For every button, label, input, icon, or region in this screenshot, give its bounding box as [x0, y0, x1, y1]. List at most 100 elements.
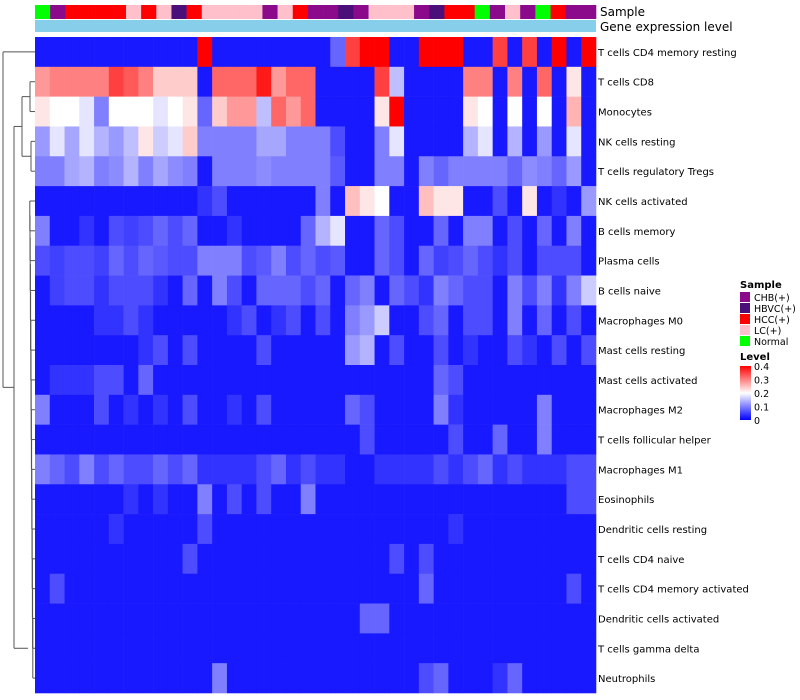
heatmap-cell	[581, 335, 597, 366]
row-label: Mast cells activated	[598, 376, 697, 387]
heatmap-cell	[507, 335, 523, 366]
heatmap-cell	[153, 663, 169, 694]
heatmap-cell	[271, 514, 287, 545]
heatmap-cell	[256, 335, 272, 366]
heatmap-cell	[94, 514, 110, 545]
heatmap-cell	[64, 543, 80, 575]
heatmap-cell	[536, 275, 553, 306]
heatmap-cell	[167, 305, 183, 336]
heatmap-cell	[315, 633, 331, 664]
heatmap-cell	[536, 663, 553, 694]
heatmap-cell	[492, 633, 508, 664]
sample-annotation-cell	[535, 5, 551, 19]
heatmap-cell	[581, 186, 597, 217]
heatmap-cell	[285, 96, 302, 127]
heatmap-cell	[285, 305, 302, 336]
heatmap-cell	[581, 573, 597, 604]
heatmap-cell	[285, 424, 302, 455]
heatmap-cell	[197, 305, 213, 336]
heatmap-cell	[463, 514, 479, 545]
heatmap-cells	[35, 37, 597, 694]
heatmap-cell	[315, 663, 331, 694]
heatmap-cell	[285, 245, 302, 276]
heatmap-cell	[315, 394, 331, 425]
heatmap-cell	[566, 66, 582, 97]
heatmap-cell	[581, 126, 597, 157]
heatmap-cell	[418, 186, 434, 217]
heatmap-cell	[315, 484, 331, 515]
heatmap-cell	[418, 245, 434, 276]
heatmap-cell	[35, 126, 51, 157]
heatmap-cell	[226, 514, 242, 545]
heatmap-cell	[167, 365, 183, 396]
heatmap-cell	[315, 156, 331, 187]
heatmap-cell	[448, 573, 464, 604]
heatmap-cell	[551, 156, 567, 187]
heatmap-cell	[448, 484, 464, 515]
heatmap-cell	[566, 96, 582, 127]
heatmap-cell	[522, 424, 538, 455]
heatmap-cell	[522, 305, 538, 336]
heatmap-cell	[374, 394, 390, 425]
legend-level-tick: 0	[754, 416, 760, 427]
heatmap-cell	[374, 245, 390, 276]
heatmap-cell	[492, 573, 508, 604]
heatmap-cell	[374, 603, 390, 634]
heatmap-cell	[123, 156, 139, 187]
heatmap-cell	[167, 603, 183, 634]
heatmap-cell	[374, 543, 390, 575]
heatmap-cell	[285, 633, 302, 664]
heatmap-cell	[477, 66, 493, 97]
heatmap-cell	[167, 484, 183, 515]
heatmap-cell	[581, 454, 597, 485]
heatmap-cell	[212, 394, 228, 425]
heatmap-cell	[330, 543, 346, 575]
heatmap-cell	[492, 365, 508, 396]
heatmap-cell	[315, 424, 331, 455]
heatmap-cell	[212, 633, 228, 664]
heatmap-cell	[536, 543, 553, 575]
heatmap-cell	[64, 126, 80, 157]
heatmap-cell	[167, 514, 183, 545]
heatmap-cell	[108, 663, 124, 694]
heatmap-cell	[300, 424, 316, 455]
heatmap-cell	[49, 245, 65, 276]
heatmap-cell	[418, 424, 434, 455]
heatmap-cell	[404, 126, 420, 157]
heatmap-cell	[551, 126, 567, 157]
heatmap-cell	[271, 215, 287, 247]
heatmap-cell	[167, 394, 183, 425]
heatmap-cell	[359, 305, 375, 336]
heatmap-cell	[300, 663, 316, 694]
sample-annotation-cell	[277, 5, 294, 19]
heatmap-cell	[463, 424, 479, 455]
heatmap-cell	[359, 365, 375, 396]
heatmap-cell	[536, 484, 553, 515]
heatmap-cell	[108, 275, 124, 306]
column-annotations	[35, 5, 597, 32]
heatmap-cell	[566, 156, 582, 187]
heatmap-cell	[256, 663, 272, 694]
heatmap-cell	[404, 156, 420, 187]
annotation-label-sample: Sample	[600, 5, 645, 19]
heatmap-cell	[433, 156, 449, 187]
heatmap-cell	[359, 394, 375, 425]
heatmap-cell	[153, 365, 169, 396]
heatmap-cell	[345, 484, 361, 515]
heatmap-cell	[123, 215, 139, 247]
heatmap-cell	[285, 394, 302, 425]
heatmap-cell	[167, 96, 183, 127]
heatmap-cell	[359, 514, 375, 545]
heatmap-cell	[566, 245, 582, 276]
heatmap-cell	[256, 454, 272, 485]
heatmap-cell	[226, 215, 242, 247]
heatmap-cell	[153, 156, 169, 187]
sample-annotation-cell	[292, 5, 309, 19]
heatmap-cell	[448, 663, 464, 694]
heatmap-cell	[433, 663, 449, 694]
heatmap-cell	[359, 126, 375, 157]
heatmap-cell	[182, 245, 198, 276]
heatmap-cell	[182, 543, 198, 575]
heatmap-cell	[536, 603, 553, 634]
heatmap-cell	[581, 66, 597, 97]
